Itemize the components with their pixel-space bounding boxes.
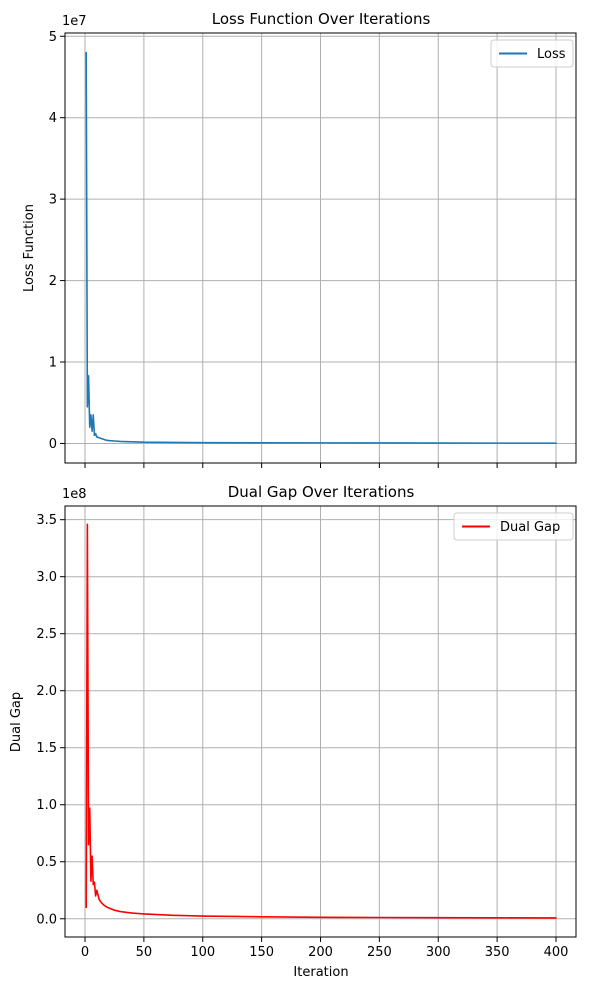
dual-gap-y-tick-label: 0.5 — [36, 855, 57, 870]
loss-y-tick-label: 1 — [49, 356, 57, 371]
dual-gap-y-offset-label: 1e8 — [62, 487, 87, 502]
dual-gap-x-tick-label: 250 — [367, 945, 392, 960]
dual-gap-y-axis-label: Dual Gap — [9, 692, 24, 752]
loss-y-tick-label: 5 — [49, 30, 57, 45]
dual-gap-series-layer — [85, 523, 557, 919]
dual-gap-y-tick-label: 1.0 — [36, 798, 57, 813]
loss-series-line — [85, 51, 557, 444]
loss-chart: Loss Function Over Iterations 1e7 Loss F… — [22, 10, 577, 468]
dual-gap-y-tick-label: 0.0 — [36, 912, 57, 927]
dual-gap-legend-box — [453, 512, 574, 541]
dual-gap-x-tick-label: 50 — [136, 945, 153, 960]
loss-y-tick-label: 2 — [49, 274, 57, 289]
dual-gap-chart-title: Dual Gap Over Iterations — [228, 483, 415, 501]
dual-gap-x-tick-label: 350 — [485, 945, 510, 960]
dual-gap-legend-label: Dual Gap — [500, 520, 560, 535]
dual-gap-x-axis-label: Iteration — [293, 965, 348, 980]
loss-series-layer — [85, 51, 557, 444]
dual-gap-x-tick-label: 150 — [249, 945, 274, 960]
loss-y-tick-label: 3 — [49, 193, 57, 208]
loss-y-offset-label: 1e7 — [62, 14, 87, 29]
loss-y-axis-label: Loss Function — [22, 204, 37, 292]
loss-legend: Loss — [490, 39, 574, 68]
loss-ticks: 0 1 2 3 4 5 — [49, 30, 557, 468]
dual-gap-y-tick-label: 1.5 — [36, 741, 57, 756]
dual-gap-legend: Dual Gap — [453, 512, 574, 541]
loss-legend-box — [490, 39, 574, 68]
loss-y-tick-label: 0 — [49, 437, 57, 452]
loss-chart-title: Loss Function Over Iterations — [212, 10, 431, 28]
loss-y-tick-label: 4 — [49, 111, 57, 126]
dual-gap-series-line — [85, 523, 557, 919]
loss-legend-label: Loss — [537, 47, 566, 62]
dual-gap-ticks: 0 50 100 150 200 250 300 350 400 0.0 0.5 1.0 1.5 2.0 2… — [36, 513, 568, 960]
dual-gap-x-tick-label: 100 — [190, 945, 215, 960]
dual-gap-x-tick-label: 200 — [308, 945, 333, 960]
dual-gap-y-tick-label: 3.5 — [36, 513, 57, 528]
dual-gap-x-tick-label: 0 — [81, 945, 89, 960]
dual-gap-y-tick-label: 3.0 — [36, 570, 57, 585]
dual-gap-chart: Dual Gap Over Iterations 1e8 Dual Gap It… — [9, 483, 577, 980]
dual-gap-x-tick-label: 300 — [426, 945, 451, 960]
dual-gap-y-tick-label: 2.5 — [36, 627, 57, 642]
dual-gap-grid — [65, 506, 576, 937]
dual-gap-x-tick-label: 400 — [544, 945, 569, 960]
dual-gap-y-tick-label: 2.0 — [36, 684, 57, 699]
